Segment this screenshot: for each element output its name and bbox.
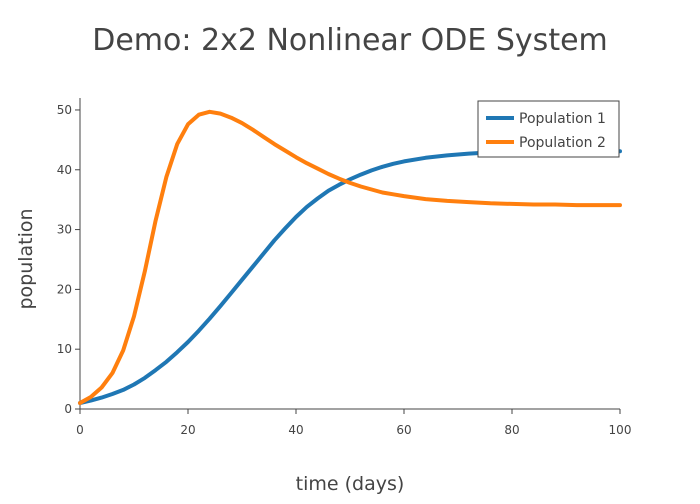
axes: 0 10 20 30 40 50 0 20 40 60 80 100 xyxy=(57,98,632,437)
legend-item-population-2[interactable]: Population 2 xyxy=(486,135,606,151)
x-tick-label: 100 xyxy=(609,423,632,437)
y-tick-label: 0 xyxy=(64,402,72,416)
y-tick-label: 30 xyxy=(57,223,72,237)
x-axis-title: time (days) xyxy=(296,473,405,495)
x-tick-label: 40 xyxy=(288,423,303,437)
x-tick-label: 80 xyxy=(504,423,519,437)
x-tick-label: 0 xyxy=(76,423,84,437)
y-tick-label: 50 xyxy=(57,103,72,117)
legend-box xyxy=(477,100,620,158)
legend-label: Population 2 xyxy=(519,135,606,151)
x-tick-label: 20 xyxy=(180,423,195,437)
series-line-population-1 xyxy=(78,149,622,405)
legend-item-population-1[interactable]: Population 1 xyxy=(486,111,606,127)
legend-label: Population 1 xyxy=(519,111,606,127)
series-line-population-2 xyxy=(78,109,622,405)
plot-area xyxy=(78,109,622,405)
legend[interactable]: Population 1 Population 2 xyxy=(477,100,620,158)
chart-title: Demo: 2x2 Nonlinear ODE System xyxy=(92,23,608,58)
y-tick-label: 40 xyxy=(57,163,72,177)
y-axis-title: population xyxy=(15,208,37,309)
y-tick-label: 10 xyxy=(57,342,72,356)
y-tick-label: 20 xyxy=(57,282,72,296)
x-tick-label: 60 xyxy=(396,423,411,437)
